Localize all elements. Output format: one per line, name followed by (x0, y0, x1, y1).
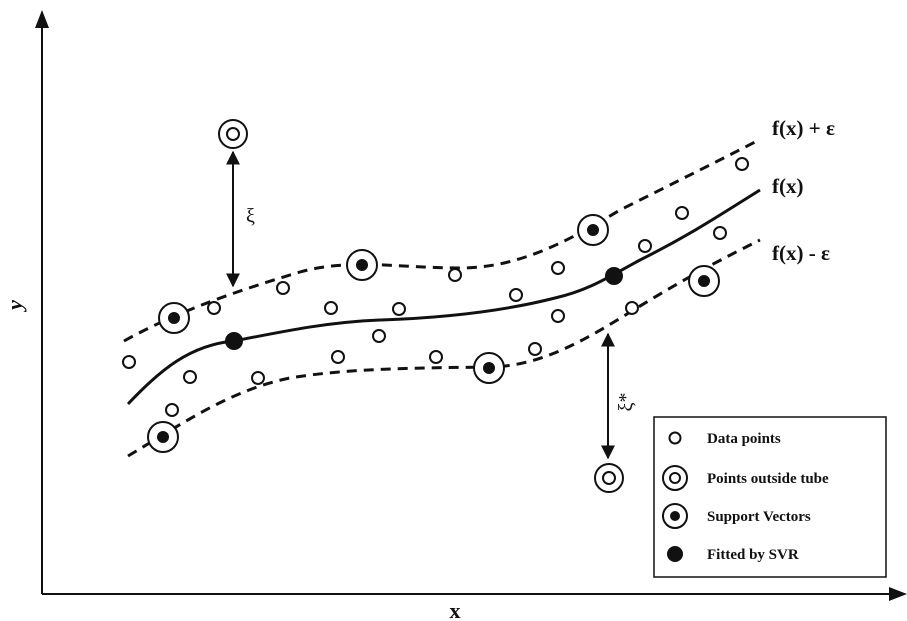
data-point-marker (668, 431, 682, 445)
data-point (324, 301, 338, 315)
y-axis-arrowhead (35, 10, 49, 28)
upper-curve-label: f(x) + ε (772, 116, 835, 140)
data-point (551, 261, 565, 275)
outside-point-marker (669, 472, 681, 484)
fitted-point (225, 332, 243, 350)
data-point (165, 403, 179, 417)
data-point (551, 309, 565, 323)
support-vector (577, 214, 609, 246)
legend-item-outside-points: Points outside tube (662, 465, 829, 491)
data-point (251, 371, 265, 385)
support-vector (346, 249, 378, 281)
data-point (429, 350, 443, 364)
fitted-point (605, 267, 623, 285)
xi-upper-label: ξ (246, 205, 255, 227)
data-point (448, 268, 462, 282)
legend-item-support-vectors: Support Vectors (662, 503, 811, 529)
support-vector (147, 421, 179, 453)
fitted-point-marker (667, 546, 683, 562)
legend-label: Support Vectors (707, 509, 811, 525)
data-point (528, 342, 542, 356)
support-vector (158, 302, 190, 334)
support-vector (473, 352, 505, 384)
center-fit-curve (126, 188, 761, 406)
legend-box (653, 416, 887, 578)
data-point (509, 288, 523, 302)
xi-lower-label: ξ* (615, 393, 637, 412)
data-point (122, 355, 136, 369)
x-axis-arrowhead (889, 587, 907, 601)
legend-item-fitted: Fitted by SVR (667, 546, 799, 563)
data-point (183, 370, 197, 384)
legend-label: Data points (707, 431, 781, 447)
outside-point (218, 119, 248, 149)
data-point (625, 301, 639, 315)
data-point (392, 302, 406, 316)
data-points (122, 157, 749, 417)
support-vector-marker (670, 511, 680, 521)
outside-point (594, 463, 624, 493)
data-point (638, 239, 652, 253)
support-vector (688, 265, 720, 297)
legend: Data points Points outside tube Support … (653, 416, 887, 578)
data-point (331, 350, 345, 364)
data-point (713, 226, 727, 240)
upper-tube-curve (123, 139, 758, 343)
outside-points (218, 119, 624, 493)
data-point (276, 281, 290, 295)
legend-item-data-points: Data points (668, 431, 781, 447)
legend-label: Fitted by SVR (707, 547, 799, 563)
center-curve-label: f(x) (772, 174, 803, 198)
lower-curve-label: f(x) - ε (772, 241, 830, 265)
data-point (372, 329, 386, 343)
y-axis-label: y (2, 300, 27, 313)
data-point (675, 206, 689, 220)
x-axis-label: x (450, 598, 461, 621)
fitted-points (225, 267, 623, 350)
support-vectors (147, 214, 720, 453)
data-point (735, 157, 749, 171)
data-point (207, 301, 221, 315)
legend-label: Points outside tube (707, 471, 829, 487)
